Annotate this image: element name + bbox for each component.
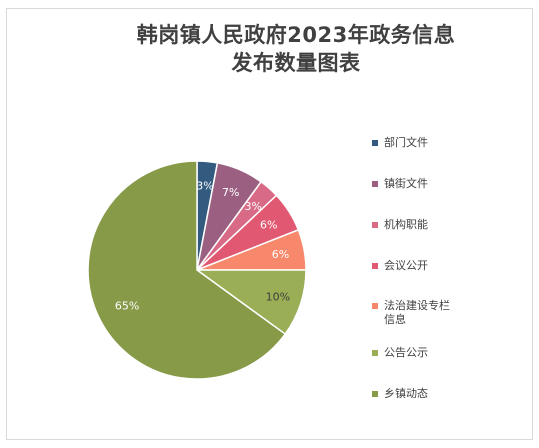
legend-label-2: 机构职能 (384, 218, 428, 231)
legend-label-6: 乡镇动态 (384, 387, 428, 400)
pie-data-label-1: 7% (222, 186, 239, 199)
legend-item-4: 法治建设专栏信息 (372, 299, 454, 327)
legend-item-6: 乡镇动态 (372, 387, 454, 401)
legend-item-3: 会议公开 (372, 259, 454, 273)
pie-data-label-5: 10% (266, 290, 290, 303)
legend-swatch-2 (372, 222, 378, 228)
legend-swatch-1 (372, 181, 378, 187)
chart-title-line2: 发布数量图表 (231, 51, 361, 75)
legend-swatch-3 (372, 263, 378, 269)
legend-label-5: 公告公示 (384, 346, 428, 359)
legend-swatch-0 (372, 140, 378, 146)
legend-item-1: 镇街文件 (372, 177, 454, 191)
legend-swatch-6 (372, 391, 378, 397)
chart-title-line1: 韩岗镇人民政府2023年政务信息 (136, 23, 456, 47)
legend-item-2: 机构职能 (372, 218, 454, 232)
legend-item-5: 公告公示 (372, 346, 454, 360)
legend-swatch-4 (372, 303, 378, 309)
legend-label-3: 会议公开 (384, 259, 428, 272)
legend-label-0: 部门文件 (384, 136, 428, 149)
pie-data-label-2: 3% (244, 200, 261, 213)
legend-swatch-5 (372, 350, 378, 356)
pie-data-label-0: 3% (196, 179, 213, 192)
legend-label-1: 镇街文件 (384, 177, 428, 190)
legend-label-4: 法治建设专栏信息 (384, 299, 450, 326)
pie-slice-6 (87, 160, 287, 380)
pie-data-label-4: 6% (272, 248, 289, 261)
legend-item-0: 部门文件 (372, 136, 454, 150)
pie-data-label-6: 65% (115, 300, 139, 313)
pie-data-label-3: 6% (260, 218, 277, 231)
